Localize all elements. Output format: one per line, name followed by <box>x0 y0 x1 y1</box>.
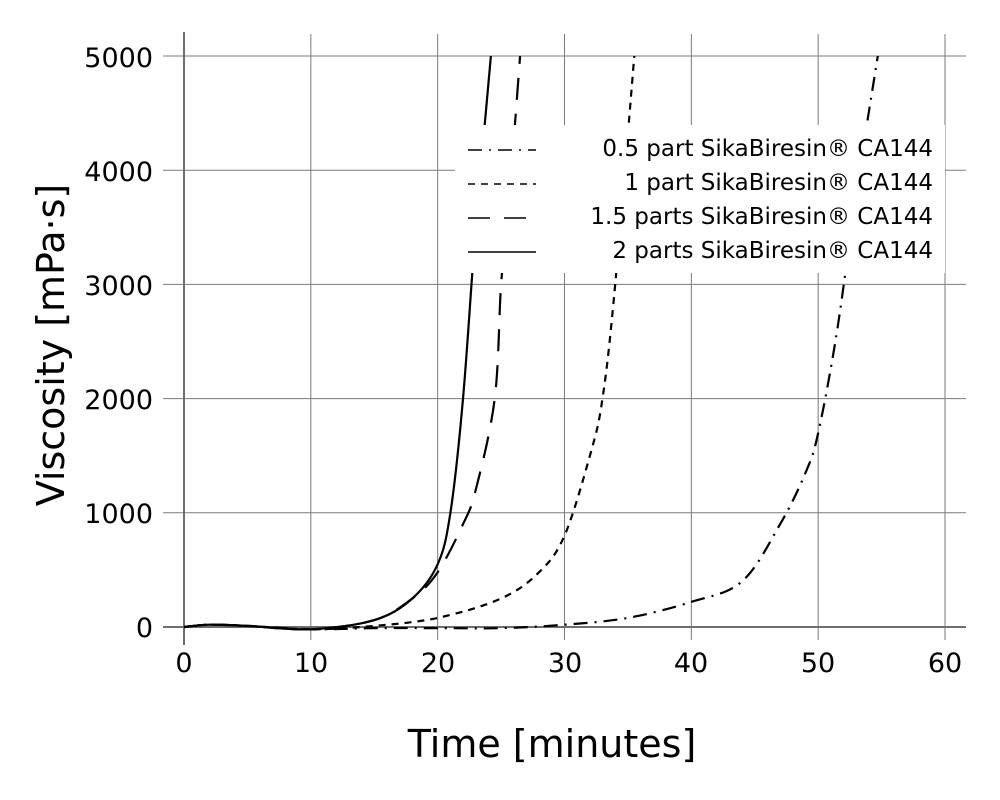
y-axis-title: Viscosity [mPa·s] <box>29 184 73 507</box>
y-tick-label: 2000 <box>84 385 153 416</box>
x-tick-label: 20 <box>421 648 455 679</box>
y-axis-tick-labels: 0 1000 2000 3000 4000 5000 <box>84 43 153 644</box>
x-axis-tick-labels: 0 10 20 30 40 50 60 <box>175 648 962 679</box>
y-tick-label: 0 <box>136 613 153 644</box>
legend-label: 2 parts SikaBiresin® CA144 <box>612 238 933 264</box>
legend-item-0-5-part: 0.5 part SikaBiresin® CA144 <box>468 136 933 162</box>
x-tick-label: 0 <box>175 648 192 679</box>
legend-item-1-part: 1 part SikaBiresin® CA144 <box>468 170 933 196</box>
legend-item-2-parts: 2 parts SikaBiresin® CA144 <box>468 238 933 264</box>
x-axis-title: Time [minutes] <box>407 722 697 766</box>
grid-lines <box>163 34 966 640</box>
legend-label: 1.5 parts SikaBiresin® CA144 <box>590 204 933 230</box>
y-tick-label: 3000 <box>84 271 153 302</box>
legend-label: 1 part SikaBiresin® CA144 <box>624 170 933 196</box>
y-tick-label: 5000 <box>84 43 153 74</box>
x-tick-label: 40 <box>674 648 708 679</box>
x-tick-label: 60 <box>928 648 962 679</box>
y-tick-label: 4000 <box>84 157 153 188</box>
x-tick-label: 50 <box>801 648 835 679</box>
axes <box>163 32 966 645</box>
y-tick-label: 1000 <box>84 499 153 530</box>
series-line-solid <box>183 55 492 631</box>
legend: 0.5 part SikaBiresin® CA144 1 part SikaB… <box>455 125 945 273</box>
x-tick-label: 30 <box>548 648 582 679</box>
legend-label: 0.5 part SikaBiresin® CA144 <box>602 136 933 162</box>
x-tick-label: 10 <box>294 648 328 679</box>
legend-item-1-5-parts: 1.5 parts SikaBiresin® CA144 <box>468 204 933 230</box>
legend-background <box>455 125 945 273</box>
